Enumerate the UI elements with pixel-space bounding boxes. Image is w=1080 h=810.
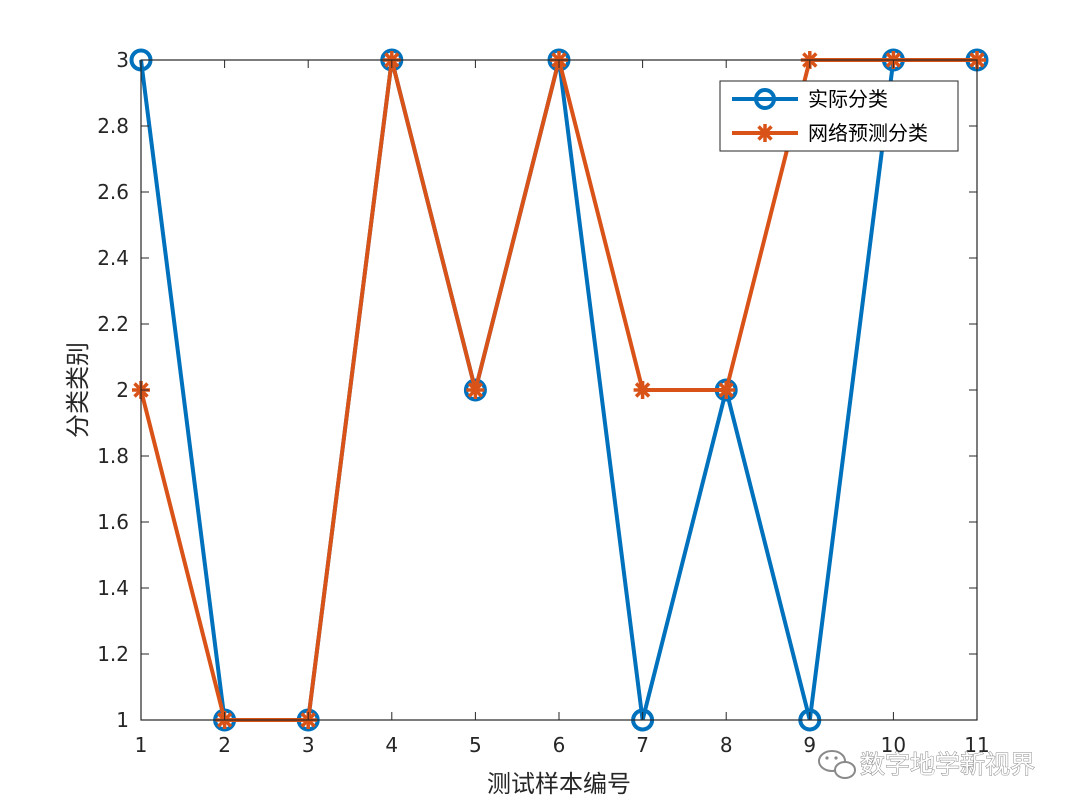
x-tick-label: 1	[135, 733, 148, 757]
y-tick-label: 1.8	[97, 444, 129, 468]
legend-marker-actual	[754, 88, 776, 110]
data-point-predicted	[717, 381, 736, 399]
legend: 实际分类 网络预测分类	[719, 80, 959, 152]
y-tick-label: 2.2	[97, 312, 129, 336]
legend-label-actual: 实际分类	[808, 87, 888, 111]
y-tick-label: 1.2	[97, 642, 129, 666]
y-axis-label: 分类类别	[64, 342, 92, 438]
wechat-icon	[818, 750, 856, 779]
y-tick-label: 1.6	[97, 510, 129, 534]
x-tick-label: 8	[720, 733, 733, 757]
x-axis-label: 测试样本编号	[487, 770, 631, 798]
y-tick-label: 1.4	[97, 576, 129, 600]
x-tick-label: 9	[803, 733, 816, 757]
y-tick-label: 1	[116, 708, 129, 732]
y-tick-label: 2	[116, 378, 129, 402]
data-point-predicted	[466, 381, 485, 399]
x-tick-label: 7	[636, 733, 649, 757]
legend-marker-predicted	[756, 124, 774, 142]
plot-background	[141, 60, 977, 720]
y-tick-label: 2.6	[97, 180, 129, 204]
watermark-text: 数字地学新视界	[860, 750, 1035, 779]
x-tick-label: 10	[881, 733, 906, 757]
legend-label-predicted: 网络预测分类	[808, 121, 928, 145]
x-tick-label: 4	[385, 733, 398, 757]
watermark: 数字地学新视界	[818, 750, 1036, 780]
x-tick-label: 3	[302, 733, 315, 757]
data-point-predicted	[633, 381, 652, 399]
x-tick-label: 11	[964, 733, 989, 757]
y-tick-label: 2.4	[97, 246, 129, 270]
x-tick-label: 2	[218, 733, 231, 757]
data-point-actual	[463, 378, 487, 402]
y-tick-label: 2.8	[97, 114, 129, 138]
x-tick-label: 6	[553, 733, 566, 757]
x-tick-label: 5	[469, 733, 482, 757]
y-tick-label: 3	[116, 48, 129, 72]
legend-asterisk-glyph	[756, 124, 774, 142]
